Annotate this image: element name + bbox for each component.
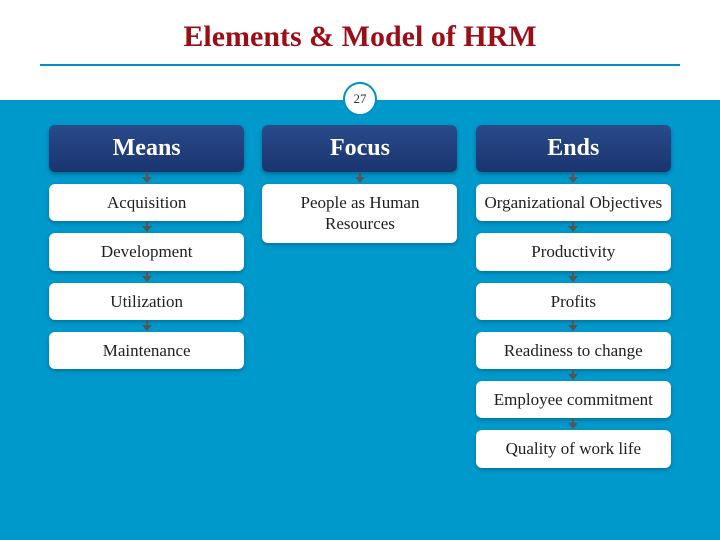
connector-arrow bbox=[572, 221, 574, 233]
item-development: Development bbox=[49, 233, 244, 270]
slide-number: 27 bbox=[343, 82, 377, 116]
item-readiness: Readiness to change bbox=[476, 332, 671, 369]
column-ends: Ends Organizational Objectives Productiv… bbox=[476, 125, 671, 468]
item-people-human-resources: People as Human Resources bbox=[262, 184, 457, 243]
column-focus: Focus People as Human Resources bbox=[262, 125, 457, 468]
connector-arrow bbox=[146, 221, 148, 233]
slide: Elements & Model of HRM 27 Means Acquisi… bbox=[0, 0, 720, 540]
connector-arrow bbox=[146, 172, 148, 184]
item-profits: Profits bbox=[476, 283, 671, 320]
title-underline bbox=[40, 64, 680, 66]
column-means: Means Acquisition Development Utilizatio… bbox=[49, 125, 244, 468]
column-header-ends: Ends bbox=[476, 125, 671, 172]
item-utilization: Utilization bbox=[49, 283, 244, 320]
connector-arrow bbox=[572, 271, 574, 283]
connector-arrow bbox=[572, 320, 574, 332]
item-productivity: Productivity bbox=[476, 233, 671, 270]
item-employee-commitment: Employee commitment bbox=[476, 381, 671, 418]
page-title: Elements & Model of HRM bbox=[0, 0, 720, 54]
header-area: Elements & Model of HRM 27 bbox=[0, 0, 720, 100]
item-quality-work-life: Quality of work life bbox=[476, 430, 671, 467]
column-header-means: Means bbox=[49, 125, 244, 172]
columns-container: Means Acquisition Development Utilizatio… bbox=[0, 125, 720, 468]
item-maintenance: Maintenance bbox=[49, 332, 244, 369]
connector-arrow bbox=[572, 172, 574, 184]
connector-arrow bbox=[359, 172, 361, 184]
column-header-focus: Focus bbox=[262, 125, 457, 172]
item-org-objectives: Organizational Objectives bbox=[476, 184, 671, 221]
item-acquisition: Acquisition bbox=[49, 184, 244, 221]
connector-arrow bbox=[146, 320, 148, 332]
connector-arrow bbox=[572, 418, 574, 430]
connector-arrow bbox=[146, 271, 148, 283]
connector-arrow bbox=[572, 369, 574, 381]
